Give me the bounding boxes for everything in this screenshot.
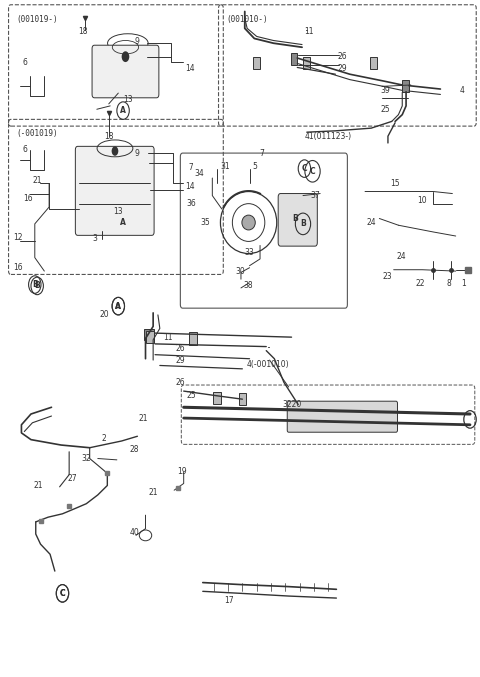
Text: 29: 29 [338,64,348,73]
Text: 1: 1 [461,279,466,288]
Text: 20: 20 [99,310,109,320]
Text: 37: 37 [311,191,320,200]
FancyBboxPatch shape [370,57,377,69]
Text: C: C [60,589,65,598]
Text: C: C [60,589,65,598]
Text: 4(-001010): 4(-001010) [246,359,289,368]
Text: B: B [300,219,306,228]
Text: 17: 17 [225,596,234,605]
Text: 21: 21 [33,175,42,185]
Text: 25: 25 [187,391,196,400]
Text: (-001019): (-001019) [17,129,58,139]
Text: 33: 33 [245,248,254,257]
Text: 11: 11 [304,27,314,37]
FancyBboxPatch shape [253,57,260,69]
Text: 41(011123-): 41(011123-) [305,132,352,141]
Text: 10: 10 [418,196,427,204]
Text: 22: 22 [416,279,425,288]
Text: 7: 7 [259,148,264,158]
FancyBboxPatch shape [287,401,397,432]
Text: 36: 36 [186,199,196,208]
Text: 26: 26 [176,344,185,353]
Text: 30: 30 [235,267,245,276]
Text: 26: 26 [338,52,348,61]
Text: 14: 14 [185,182,195,192]
Text: 11: 11 [163,332,172,342]
FancyBboxPatch shape [190,332,197,345]
Text: 18: 18 [104,132,113,141]
Text: A: A [115,302,121,311]
Text: 3220: 3220 [282,400,301,409]
Text: 31: 31 [221,162,230,171]
Text: 6: 6 [23,58,28,66]
Text: 13: 13 [123,95,132,104]
Text: 16: 16 [13,263,23,272]
Text: 25: 25 [381,105,390,114]
Text: 35: 35 [201,218,211,227]
FancyBboxPatch shape [146,331,154,343]
Text: 7: 7 [189,163,193,172]
Text: 9: 9 [135,37,140,46]
Text: 21: 21 [139,414,148,422]
Circle shape [112,146,118,156]
Text: 12: 12 [13,233,23,242]
Text: 21: 21 [148,487,158,497]
Text: 34: 34 [194,169,204,178]
Ellipse shape [242,215,255,230]
Text: 24: 24 [396,252,406,261]
Text: 3: 3 [92,234,97,243]
Text: 23: 23 [382,272,392,281]
FancyBboxPatch shape [239,393,246,406]
Circle shape [121,51,129,62]
Text: 27: 27 [67,474,77,483]
Text: 28: 28 [129,445,139,454]
Text: 32: 32 [82,454,91,463]
Text: 29: 29 [176,355,185,365]
Text: C: C [301,164,307,173]
Text: (001010-): (001010-) [227,15,268,24]
FancyBboxPatch shape [92,45,159,97]
Text: 14: 14 [185,64,195,73]
Text: B: B [34,282,40,290]
Text: 15: 15 [390,179,400,188]
Text: C: C [310,167,315,176]
Text: 18: 18 [78,27,87,37]
Text: 39: 39 [381,86,390,95]
Text: 9: 9 [135,148,140,158]
Text: A: A [120,218,126,227]
Text: B: B [32,280,37,289]
FancyBboxPatch shape [278,194,317,246]
FancyBboxPatch shape [213,392,221,404]
Text: 2: 2 [102,434,107,443]
FancyBboxPatch shape [144,329,154,340]
FancyBboxPatch shape [290,53,297,65]
FancyBboxPatch shape [402,80,409,92]
Text: 8: 8 [447,279,451,288]
Text: 13: 13 [113,207,123,216]
Text: 38: 38 [244,282,253,290]
Text: A: A [120,106,126,115]
Text: 5: 5 [252,162,257,171]
Text: 40: 40 [129,528,139,537]
FancyBboxPatch shape [75,146,154,236]
Text: 4: 4 [459,86,464,95]
Text: B: B [292,214,298,223]
Text: 21: 21 [34,481,43,490]
Text: 24: 24 [366,218,376,227]
Text: (001019-): (001019-) [17,15,58,24]
Text: A: A [115,302,121,311]
Text: 16: 16 [23,194,33,203]
Text: 26: 26 [176,378,185,387]
Text: 19: 19 [177,468,187,477]
Text: 6: 6 [23,146,28,154]
FancyBboxPatch shape [303,57,310,69]
